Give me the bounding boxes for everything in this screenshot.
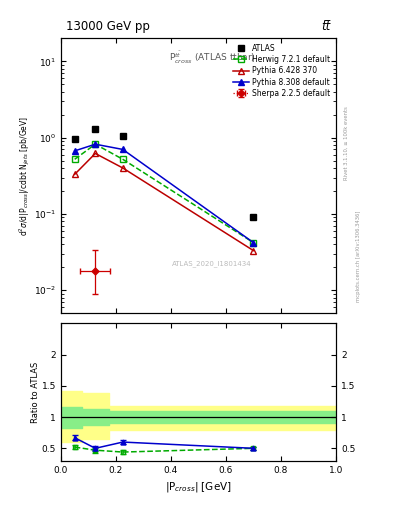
Text: mcplots.cern.ch [arXiv:1306.3436]: mcplots.cern.ch [arXiv:1306.3436] (356, 210, 361, 302)
ATLAS (120, 133, 125, 139)
ATLAS (93, 126, 97, 132)
ATLAS (251, 215, 256, 221)
Pythia 6.428 370 (72, 172, 77, 178)
Line: Pythia 8.308 default: Pythia 8.308 default (72, 141, 257, 246)
Herwig 7.2.1 default (93, 141, 97, 147)
Line: Pythia 6.428 370: Pythia 6.428 370 (72, 151, 257, 254)
Pythia 8.308 default (251, 240, 256, 246)
Pythia 6.428 370 (120, 165, 125, 171)
Line: ATLAS: ATLAS (72, 126, 257, 221)
ATLAS (72, 136, 77, 142)
Text: 13000 GeV pp: 13000 GeV pp (66, 20, 150, 33)
Pythia 8.308 default (72, 148, 77, 154)
Legend: ATLAS, Herwig 7.2.1 default, Pythia 6.428 370, Pythia 8.308 default, Sherpa 2.2.: ATLAS, Herwig 7.2.1 default, Pythia 6.42… (231, 42, 332, 99)
Herwig 7.2.1 default (72, 156, 77, 162)
Text: P$^{t\bar{t}}_{cross}$ (ATLAS ttbar): P$^{t\bar{t}}_{cross}$ (ATLAS ttbar) (169, 49, 255, 66)
Text: Rivet 3.1.10, ≥ 100k events: Rivet 3.1.10, ≥ 100k events (344, 106, 349, 180)
Pythia 6.428 370 (93, 151, 97, 157)
Herwig 7.2.1 default (251, 240, 256, 246)
Pythia 8.308 default (120, 146, 125, 153)
Y-axis label: Ratio to ATLAS: Ratio to ATLAS (31, 361, 40, 423)
Pythia 6.428 370 (251, 248, 256, 254)
Text: ATLAS_2020_I1801434: ATLAS_2020_I1801434 (173, 260, 252, 267)
Herwig 7.2.1 default (120, 156, 125, 162)
Text: tt̅: tt̅ (321, 20, 331, 33)
X-axis label: $|$P$_{cross}|$ [GeV]: $|$P$_{cross}|$ [GeV] (165, 480, 232, 494)
Y-axis label: d$^{2}\sigma$/d$|$P$_{cross}|$/cdbt N$_{jets}$ [pb/GeV]: d$^{2}\sigma$/d$|$P$_{cross}|$/cdbt N$_{… (18, 116, 32, 236)
Pythia 8.308 default (93, 141, 97, 147)
Line: Herwig 7.2.1 default: Herwig 7.2.1 default (72, 141, 257, 246)
